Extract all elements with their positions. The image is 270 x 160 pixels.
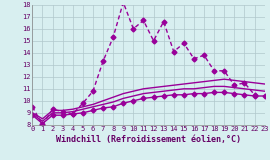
X-axis label: Windchill (Refroidissement éolien,°C): Windchill (Refroidissement éolien,°C) xyxy=(56,135,241,144)
